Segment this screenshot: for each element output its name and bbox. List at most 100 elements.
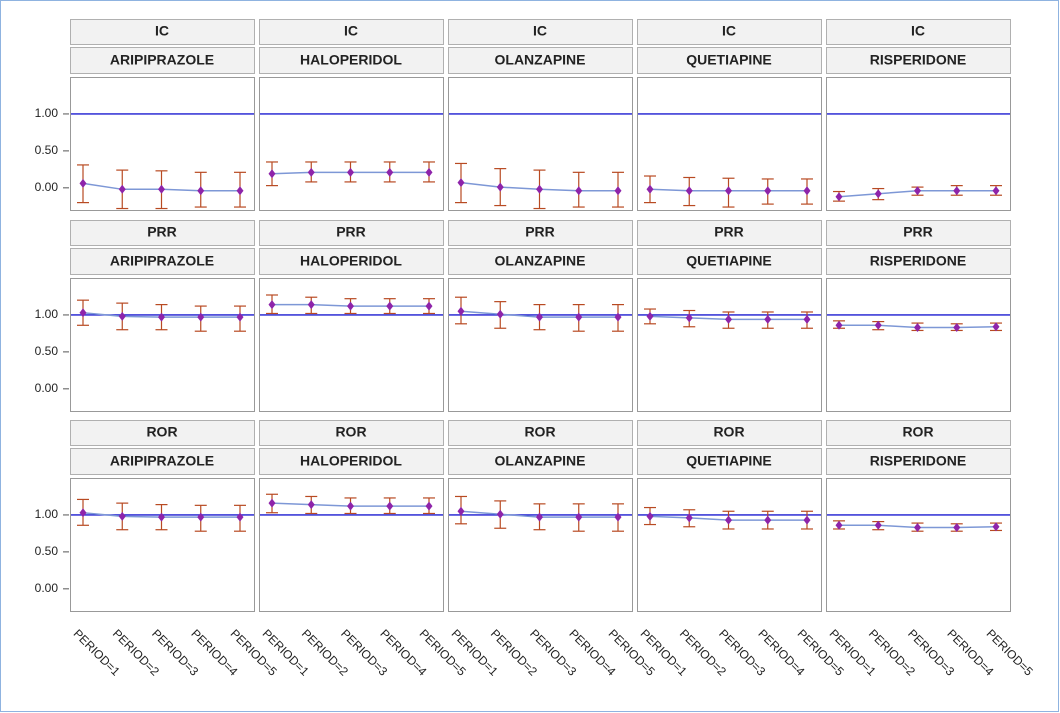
point [614,186,622,196]
header-cell [448,448,633,475]
y-tick-label: 1.00 [35,507,59,521]
drug-header: HALOPERIDOL [300,253,402,269]
drug-header: QUETIAPINE [686,453,772,469]
header-cell [826,448,1011,475]
point [425,501,433,511]
point [307,300,315,310]
point [79,178,87,188]
point [953,186,961,196]
drug-header: ARIPIPRAZOLE [110,453,214,469]
panel [826,278,1011,412]
point [992,186,1000,196]
header-cell [637,220,822,246]
point [575,512,583,522]
point [646,511,654,521]
point [646,311,654,321]
point [118,311,126,321]
y-tick-label: 0.50 [35,344,59,358]
drug-header: ARIPIPRAZOLE [110,253,214,269]
point [197,312,205,322]
measure-header: IC [155,23,169,39]
point [158,184,165,194]
drug-header: HALOPERIDOL [300,453,402,469]
point [268,169,276,179]
drug-header: OLANZAPINE [495,453,586,469]
panel [826,478,1011,612]
point [307,167,315,177]
panel [259,278,444,412]
point [725,515,732,525]
measure-header: ROR [713,424,744,440]
header-cell [826,47,1011,74]
point [158,512,165,522]
point [835,192,843,202]
point [914,323,921,333]
y-tick-label: 0.50 [35,143,59,157]
point [685,513,693,523]
point [764,515,772,525]
point [457,178,465,188]
point [496,309,504,319]
panel [637,278,822,412]
drug-header: OLANZAPINE [495,52,586,68]
point [803,314,811,324]
point [685,186,693,196]
measure-header: ROR [335,424,366,440]
header-cell [826,19,1011,45]
header-cell [70,220,255,246]
measure-header: IC [344,23,358,39]
panel [448,478,633,612]
measure-header: IC [911,23,925,39]
header-cell [637,420,822,446]
point [803,186,811,196]
header-cell [259,248,444,275]
point [457,306,465,316]
point [79,308,87,318]
header-cell [70,448,255,475]
header-cell [259,420,444,446]
point [725,186,732,196]
point [386,301,394,311]
header-cell [259,19,444,45]
panel [70,278,255,412]
point [268,300,276,310]
header-cell [826,420,1011,446]
measure-header: ROR [902,424,933,440]
point [197,186,205,196]
drug-header: RISPERIDONE [870,52,966,68]
header-cell [637,19,822,45]
panel [637,478,822,612]
point [386,501,394,511]
header-cell [448,47,633,74]
point [614,512,622,522]
header-cell [259,47,444,74]
measure-header: PRR [525,224,555,240]
point [79,508,87,518]
point [874,189,882,199]
y-tick-label: 1.00 [35,106,59,120]
point [764,314,772,324]
point [953,523,961,533]
point [236,186,244,196]
point [874,320,882,330]
drug-header: OLANZAPINE [495,253,586,269]
point [536,312,543,322]
point [236,512,244,522]
header-cell [70,47,255,74]
point [536,512,543,522]
drug-header: HALOPERIDOL [300,52,402,68]
point [347,501,354,511]
point [685,313,693,323]
point [575,312,583,322]
drug-header: ARIPIPRAZOLE [110,52,214,68]
point [496,509,504,519]
measure-header: PRR [147,224,177,240]
point [236,312,244,322]
measure-header: IC [722,23,736,39]
measure-header: PRR [903,224,933,240]
point [614,312,622,322]
point [425,301,433,311]
point [158,312,165,322]
measure-header: ROR [524,424,555,440]
